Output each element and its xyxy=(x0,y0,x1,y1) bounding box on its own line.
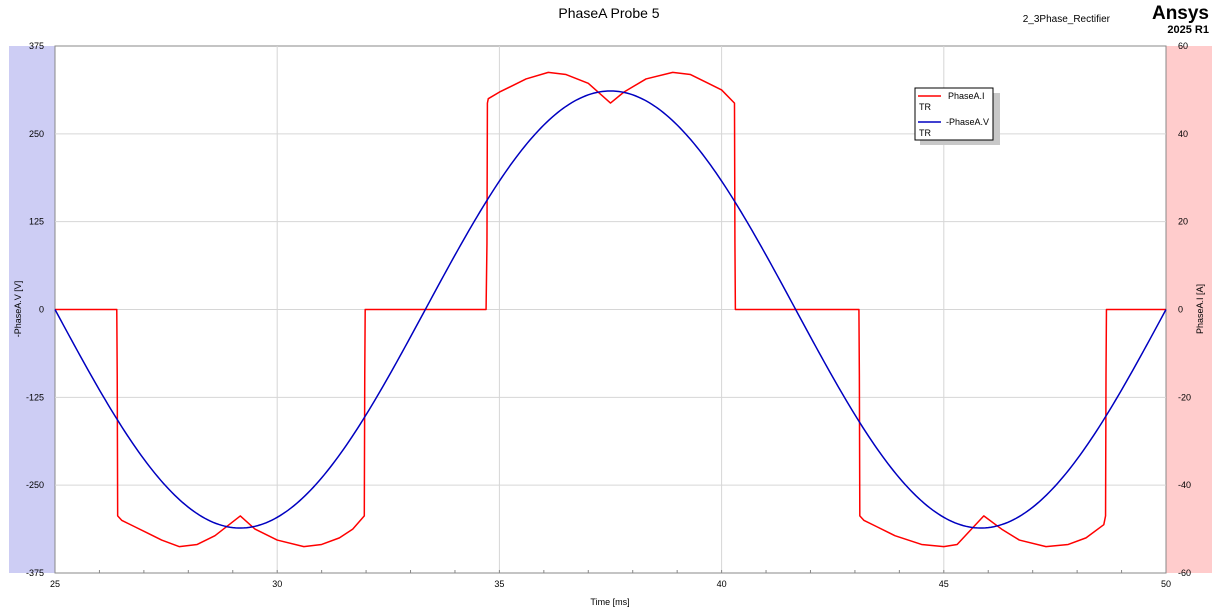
right-tick-label: -40 xyxy=(1178,480,1191,490)
project-name: 2_3Phase_Rectifier xyxy=(1022,14,1110,25)
legend-label-voltage: -PhaseA.V xyxy=(946,117,989,127)
right-tick-labels: 60 40 20 0 -20 -40 -60 xyxy=(1178,41,1191,578)
legend-sub-voltage: TR xyxy=(919,128,931,138)
legend-sub-current: TR xyxy=(919,102,931,112)
brand-logo: Ansys 2025 R1 xyxy=(1151,3,1209,37)
right-tick-label: -20 xyxy=(1178,392,1191,402)
brand-name: Ansys xyxy=(1151,3,1209,24)
left-tick-label: -125 xyxy=(26,392,44,402)
left-tick-label: 125 xyxy=(29,217,44,227)
right-tick-label: 20 xyxy=(1178,217,1188,227)
x-tick-labels: 25 30 35 40 45 50 xyxy=(50,579,1171,589)
x-tick-label: 35 xyxy=(494,579,504,589)
x-tick-label: 25 xyxy=(50,579,60,589)
right-tick-label: 60 xyxy=(1178,41,1188,51)
x-tick-label: 40 xyxy=(717,579,727,589)
legend[interactable]: PhaseA.I TR -PhaseA.V TR xyxy=(914,87,1000,145)
x-tick-label: 45 xyxy=(939,579,949,589)
left-tick-labels: 375 250 125 0 -125 -250 -375 xyxy=(26,41,44,578)
right-tick-label: 40 xyxy=(1178,129,1188,139)
legend-label-current: PhaseA.I xyxy=(948,91,985,101)
left-tick-label: -375 xyxy=(26,568,44,578)
brand-version: 2025 R1 xyxy=(1167,24,1209,36)
series-line-current xyxy=(55,71,1166,548)
series-layer xyxy=(54,71,1167,548)
right-axis-label: PhaseA.I [A] xyxy=(1195,284,1205,334)
right-tick-label: 0 xyxy=(1178,305,1183,315)
chart-title: PhaseA Probe 5 xyxy=(558,5,660,21)
series-line-voltage xyxy=(54,90,1167,529)
left-tick-label: -250 xyxy=(26,480,44,490)
right-axis-band xyxy=(1166,46,1212,573)
x-tick-label: 30 xyxy=(272,579,282,589)
right-tick-label: -60 xyxy=(1178,568,1191,578)
left-axis-band xyxy=(9,46,55,573)
x-tick-label: 50 xyxy=(1161,579,1171,589)
left-tick-label: 0 xyxy=(39,305,44,315)
left-axis-label: -PhaseA.V [V] xyxy=(13,281,23,338)
minor-ticks xyxy=(54,570,1167,573)
left-tick-label: 375 xyxy=(29,41,44,51)
left-tick-label: 250 xyxy=(29,129,44,139)
x-axis-label: Time [ms] xyxy=(590,597,629,607)
